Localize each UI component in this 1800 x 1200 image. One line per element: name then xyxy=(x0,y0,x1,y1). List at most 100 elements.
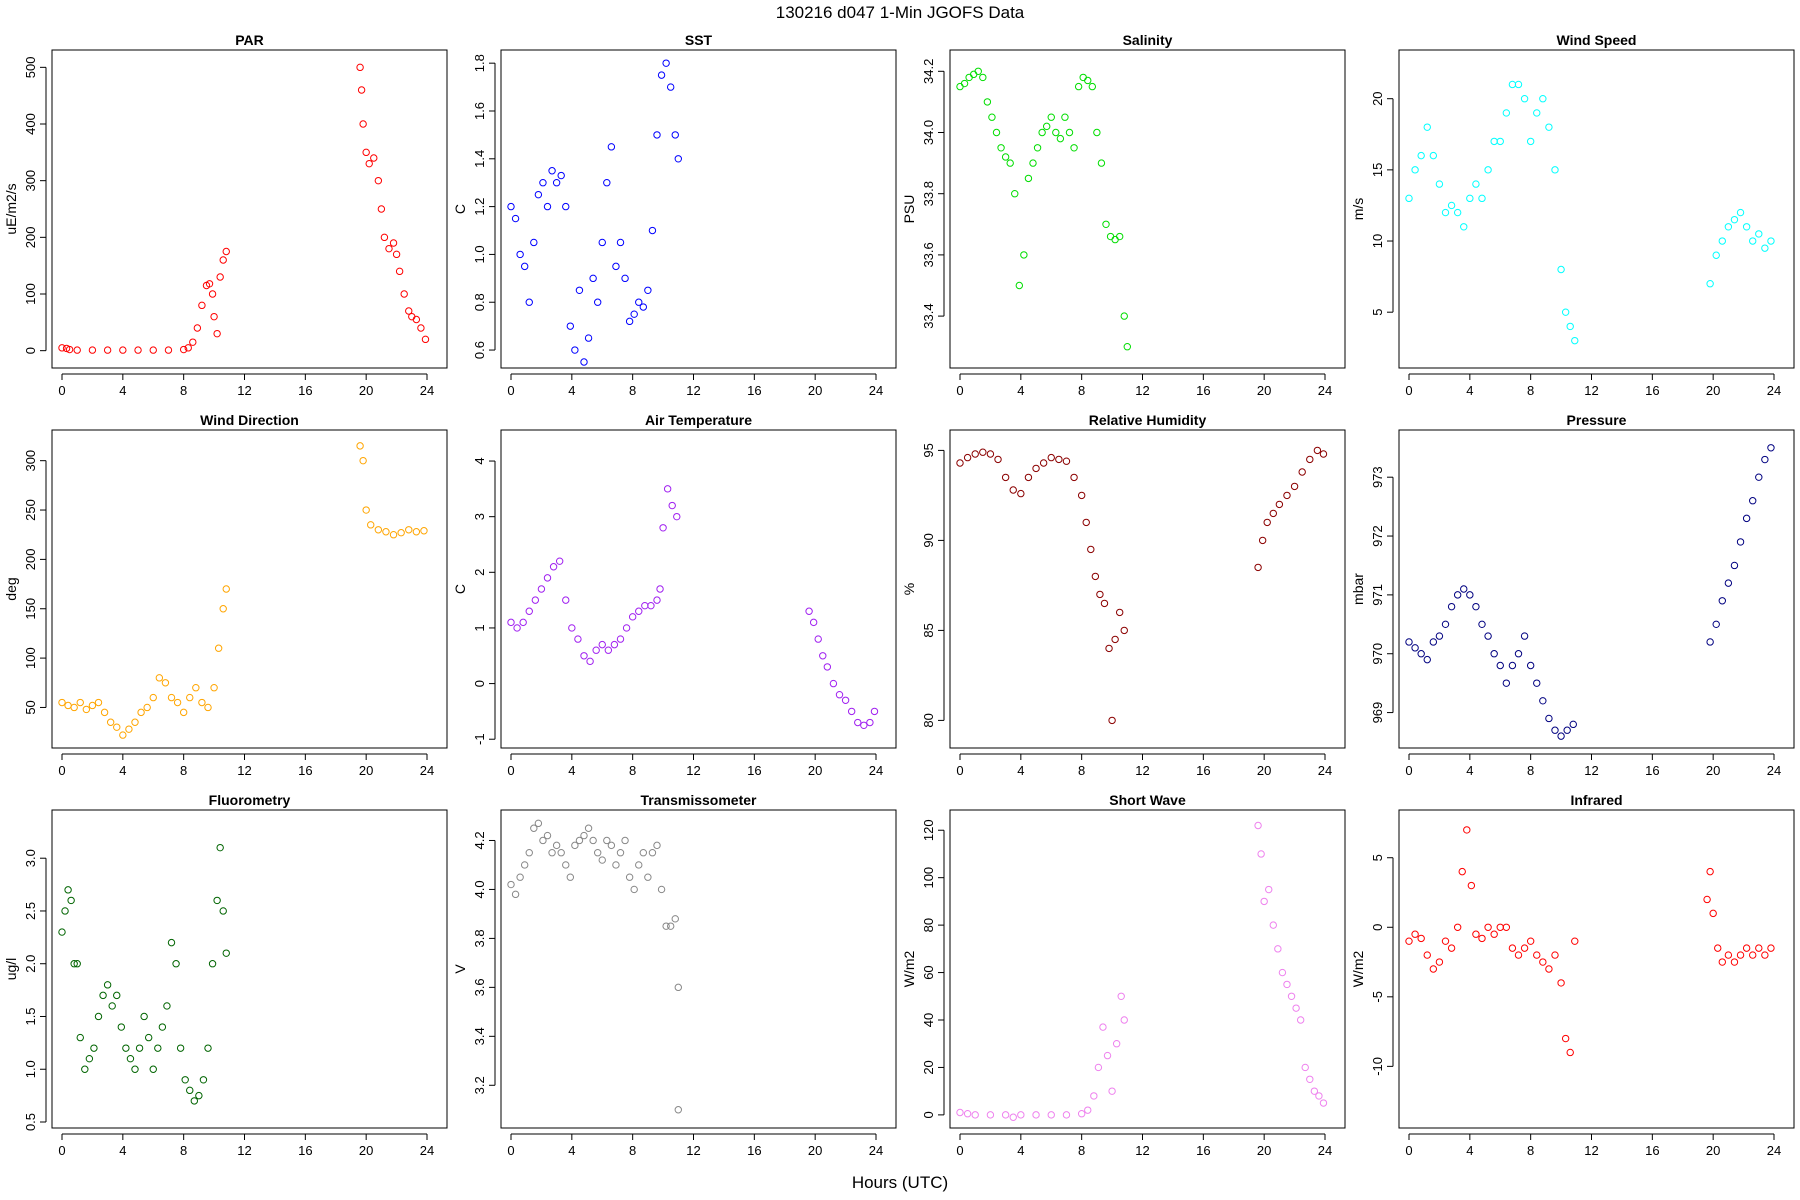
data-point xyxy=(149,346,157,354)
y-tick-label: 33.8 xyxy=(921,181,936,206)
data-point xyxy=(1502,679,1511,687)
data-point xyxy=(1463,826,1471,834)
panel-wind-direction: Wind Direction 0 4 8 12 16 20 24 50 100 150 200 250 3… xyxy=(3,412,448,778)
data-point xyxy=(1724,579,1733,587)
x-tick-label: 8 xyxy=(180,763,187,778)
data-point xyxy=(1429,965,1438,973)
data-point xyxy=(1749,497,1757,505)
y-tick-label: 3.2 xyxy=(472,1076,487,1094)
data-point xyxy=(417,324,425,332)
panel-title: Salinity xyxy=(1123,32,1173,48)
y-tick-label: -10 xyxy=(1370,1057,1385,1076)
figure-title: 130216 d047 1-Min JGOFS Data xyxy=(776,3,1025,22)
x-tick-label: 20 xyxy=(808,383,822,398)
data-point xyxy=(1052,128,1060,137)
x-tick-label: 8 xyxy=(1078,1143,1085,1158)
x-tick-label: 20 xyxy=(1257,383,1271,398)
data-point xyxy=(1108,716,1116,725)
data-point xyxy=(385,244,393,253)
data-point xyxy=(639,849,648,857)
y-tick-label: 971 xyxy=(1370,584,1385,606)
data-point xyxy=(628,613,637,621)
x-tick-label: 12 xyxy=(1135,763,1149,778)
data-point xyxy=(648,226,657,235)
data-point xyxy=(1015,281,1024,290)
data-point xyxy=(1484,632,1492,640)
y-tick-label: 0.5 xyxy=(23,1113,38,1131)
data-point xyxy=(604,646,613,654)
data-point xyxy=(971,450,979,458)
data-point xyxy=(507,880,515,889)
y-tick-label: 90 xyxy=(921,533,936,547)
data-point xyxy=(1484,923,1492,931)
data-point xyxy=(635,298,643,306)
x-tick-label: 24 xyxy=(869,763,883,778)
x-tick-label: 24 xyxy=(1767,763,1781,778)
data-point xyxy=(1718,958,1726,966)
data-point xyxy=(1082,518,1090,527)
y-tick-label: 20 xyxy=(921,1060,936,1074)
data-point xyxy=(1056,134,1065,143)
data-point xyxy=(657,885,666,894)
x-tick-label: 12 xyxy=(1584,763,1598,778)
data-point xyxy=(1566,322,1574,331)
data-point xyxy=(1094,1063,1103,1072)
data-point xyxy=(1306,1075,1314,1084)
data-point xyxy=(841,696,850,704)
data-point xyxy=(179,345,188,354)
data-point xyxy=(1292,1004,1300,1012)
data-point xyxy=(612,861,620,869)
data-point xyxy=(1047,1111,1055,1119)
data-point xyxy=(137,708,145,717)
data-point xyxy=(222,949,230,957)
y-tick-label: 1.5 xyxy=(23,1007,38,1025)
x-tick-label: 4 xyxy=(119,1143,126,1158)
y-tick-label: 970 xyxy=(1370,643,1385,665)
data-point xyxy=(1074,82,1083,91)
data-point xyxy=(140,1012,148,1021)
data-point xyxy=(357,86,366,94)
y-tick-label: 969 xyxy=(1370,702,1385,724)
data-point xyxy=(392,250,401,259)
data-point xyxy=(639,303,648,311)
data-point xyxy=(1120,1016,1128,1024)
data-point xyxy=(1283,491,1291,500)
data-point xyxy=(1258,536,1267,545)
data-point xyxy=(131,718,139,726)
y-tick-label: 100 xyxy=(921,867,936,889)
y-tick-label: 120 xyxy=(921,819,936,841)
data-point xyxy=(1099,1023,1107,1031)
y-tick-label: 300 xyxy=(23,450,38,472)
data-point xyxy=(1429,638,1438,646)
plot-frame xyxy=(500,429,897,749)
data-point xyxy=(1466,591,1474,599)
data-point xyxy=(122,1044,130,1052)
x-tick-label: 12 xyxy=(1584,383,1598,398)
data-point xyxy=(647,601,655,610)
data-point xyxy=(598,238,606,247)
data-point xyxy=(1001,1111,1010,1119)
data-point xyxy=(380,233,389,242)
data-point xyxy=(1306,455,1314,464)
data-point xyxy=(1566,1048,1574,1057)
data-point xyxy=(1047,453,1055,462)
data-point xyxy=(216,843,224,852)
data-point xyxy=(1065,128,1074,137)
data-point xyxy=(356,442,364,450)
data-point xyxy=(1718,237,1726,245)
data-point xyxy=(586,657,594,666)
data-point xyxy=(1742,223,1751,231)
data-point xyxy=(172,960,180,968)
data-point xyxy=(1724,951,1733,959)
plot-frame xyxy=(949,809,1346,1129)
data-point xyxy=(1526,937,1535,945)
x-tick-label: 20 xyxy=(359,1143,373,1158)
data-point xyxy=(1423,123,1431,131)
data-point xyxy=(1278,968,1287,977)
data-point xyxy=(1120,626,1128,635)
data-point xyxy=(1254,821,1262,830)
panel-salinity: Salinity 0 4 8 12 16 20 24 33.4 33.6 33.8 34.0 34.2 P… xyxy=(901,32,1346,398)
y-tick-label: 973 xyxy=(1370,466,1385,488)
panel-short-wave: Short Wave 0 4 8 12 16 20 24 0 20 40 60 80 100 120 W/m2 xyxy=(901,792,1346,1158)
data-point xyxy=(1712,620,1720,629)
